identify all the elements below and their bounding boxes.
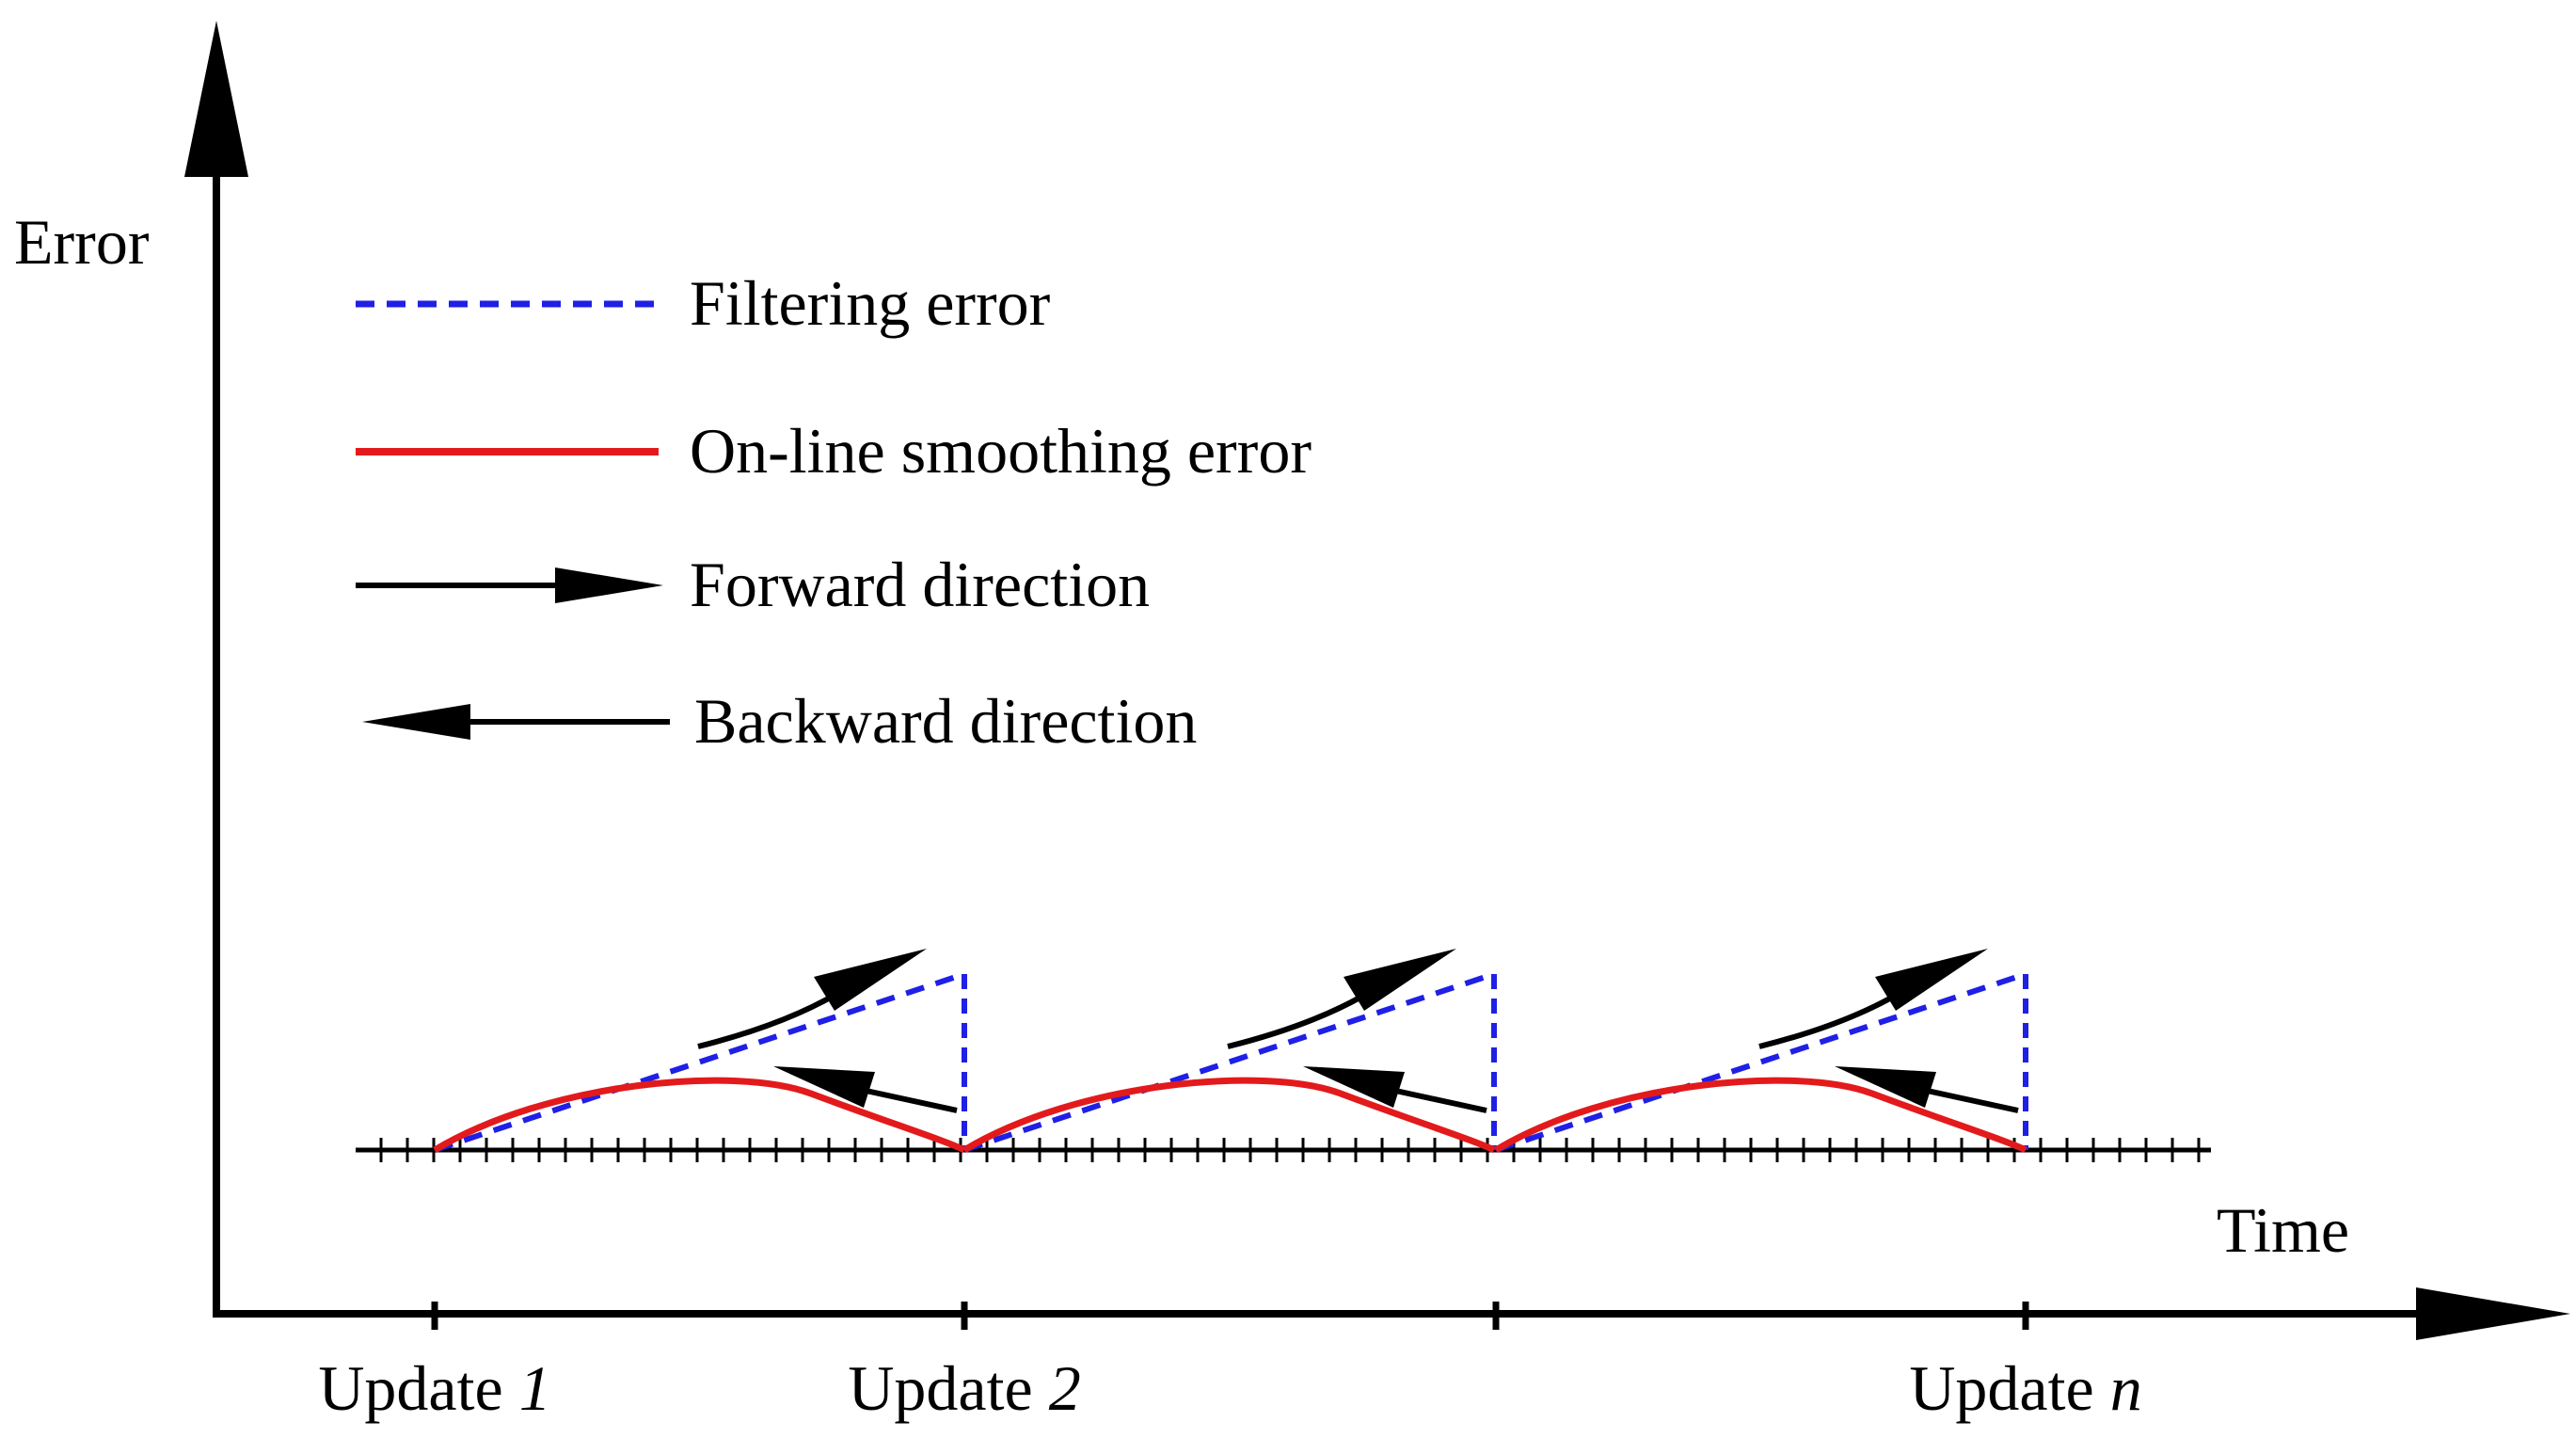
smoothing-error-arch	[962, 1077, 1496, 1154]
direction-arrows	[697, 949, 2019, 1113]
legend-forward-label: Forward direction	[690, 549, 1150, 620]
forward-arrowhead	[1344, 949, 1456, 1011]
time-axis	[356, 1138, 2211, 1162]
error-curves	[433, 971, 2028, 1154]
legend-filtering-label: Filtering error	[690, 267, 1051, 339]
backward-arrowhead	[1835, 1066, 1936, 1108]
legend-backward-arrowhead	[362, 704, 470, 740]
legend-smoothing-label: On-line smoothing error	[690, 415, 1312, 487]
legend: Filtering error On-line smoothing error …	[356, 267, 1312, 757]
smoothing-error-arch	[1494, 1077, 2027, 1154]
x-axis-arrowhead	[2416, 1287, 2570, 1340]
forward-arrowhead	[1875, 949, 1988, 1011]
legend-forward-arrowhead	[555, 567, 663, 603]
update-ticks	[431, 1302, 2029, 1330]
update-label-1: Update 1	[318, 1352, 550, 1424]
smoothing-error-arch	[433, 1077, 966, 1154]
forward-arrowhead	[814, 949, 927, 1011]
axes: Error Time	[14, 21, 2570, 1340]
update-label-2: Update 2	[848, 1352, 1080, 1424]
x-axis-label: Time	[2217, 1194, 2349, 1266]
update-labels: Update 1 Update 2 Update n	[318, 1352, 2141, 1424]
update-label-n: Update n	[1909, 1352, 2141, 1424]
minor-ticks	[379, 1138, 2201, 1162]
y-axis-arrowhead	[184, 21, 248, 177]
backward-arrowhead	[773, 1066, 875, 1108]
legend-backward-label: Backward direction	[694, 685, 1197, 757]
backward-arrowhead	[1303, 1066, 1405, 1108]
y-axis-label: Error	[14, 206, 150, 278]
